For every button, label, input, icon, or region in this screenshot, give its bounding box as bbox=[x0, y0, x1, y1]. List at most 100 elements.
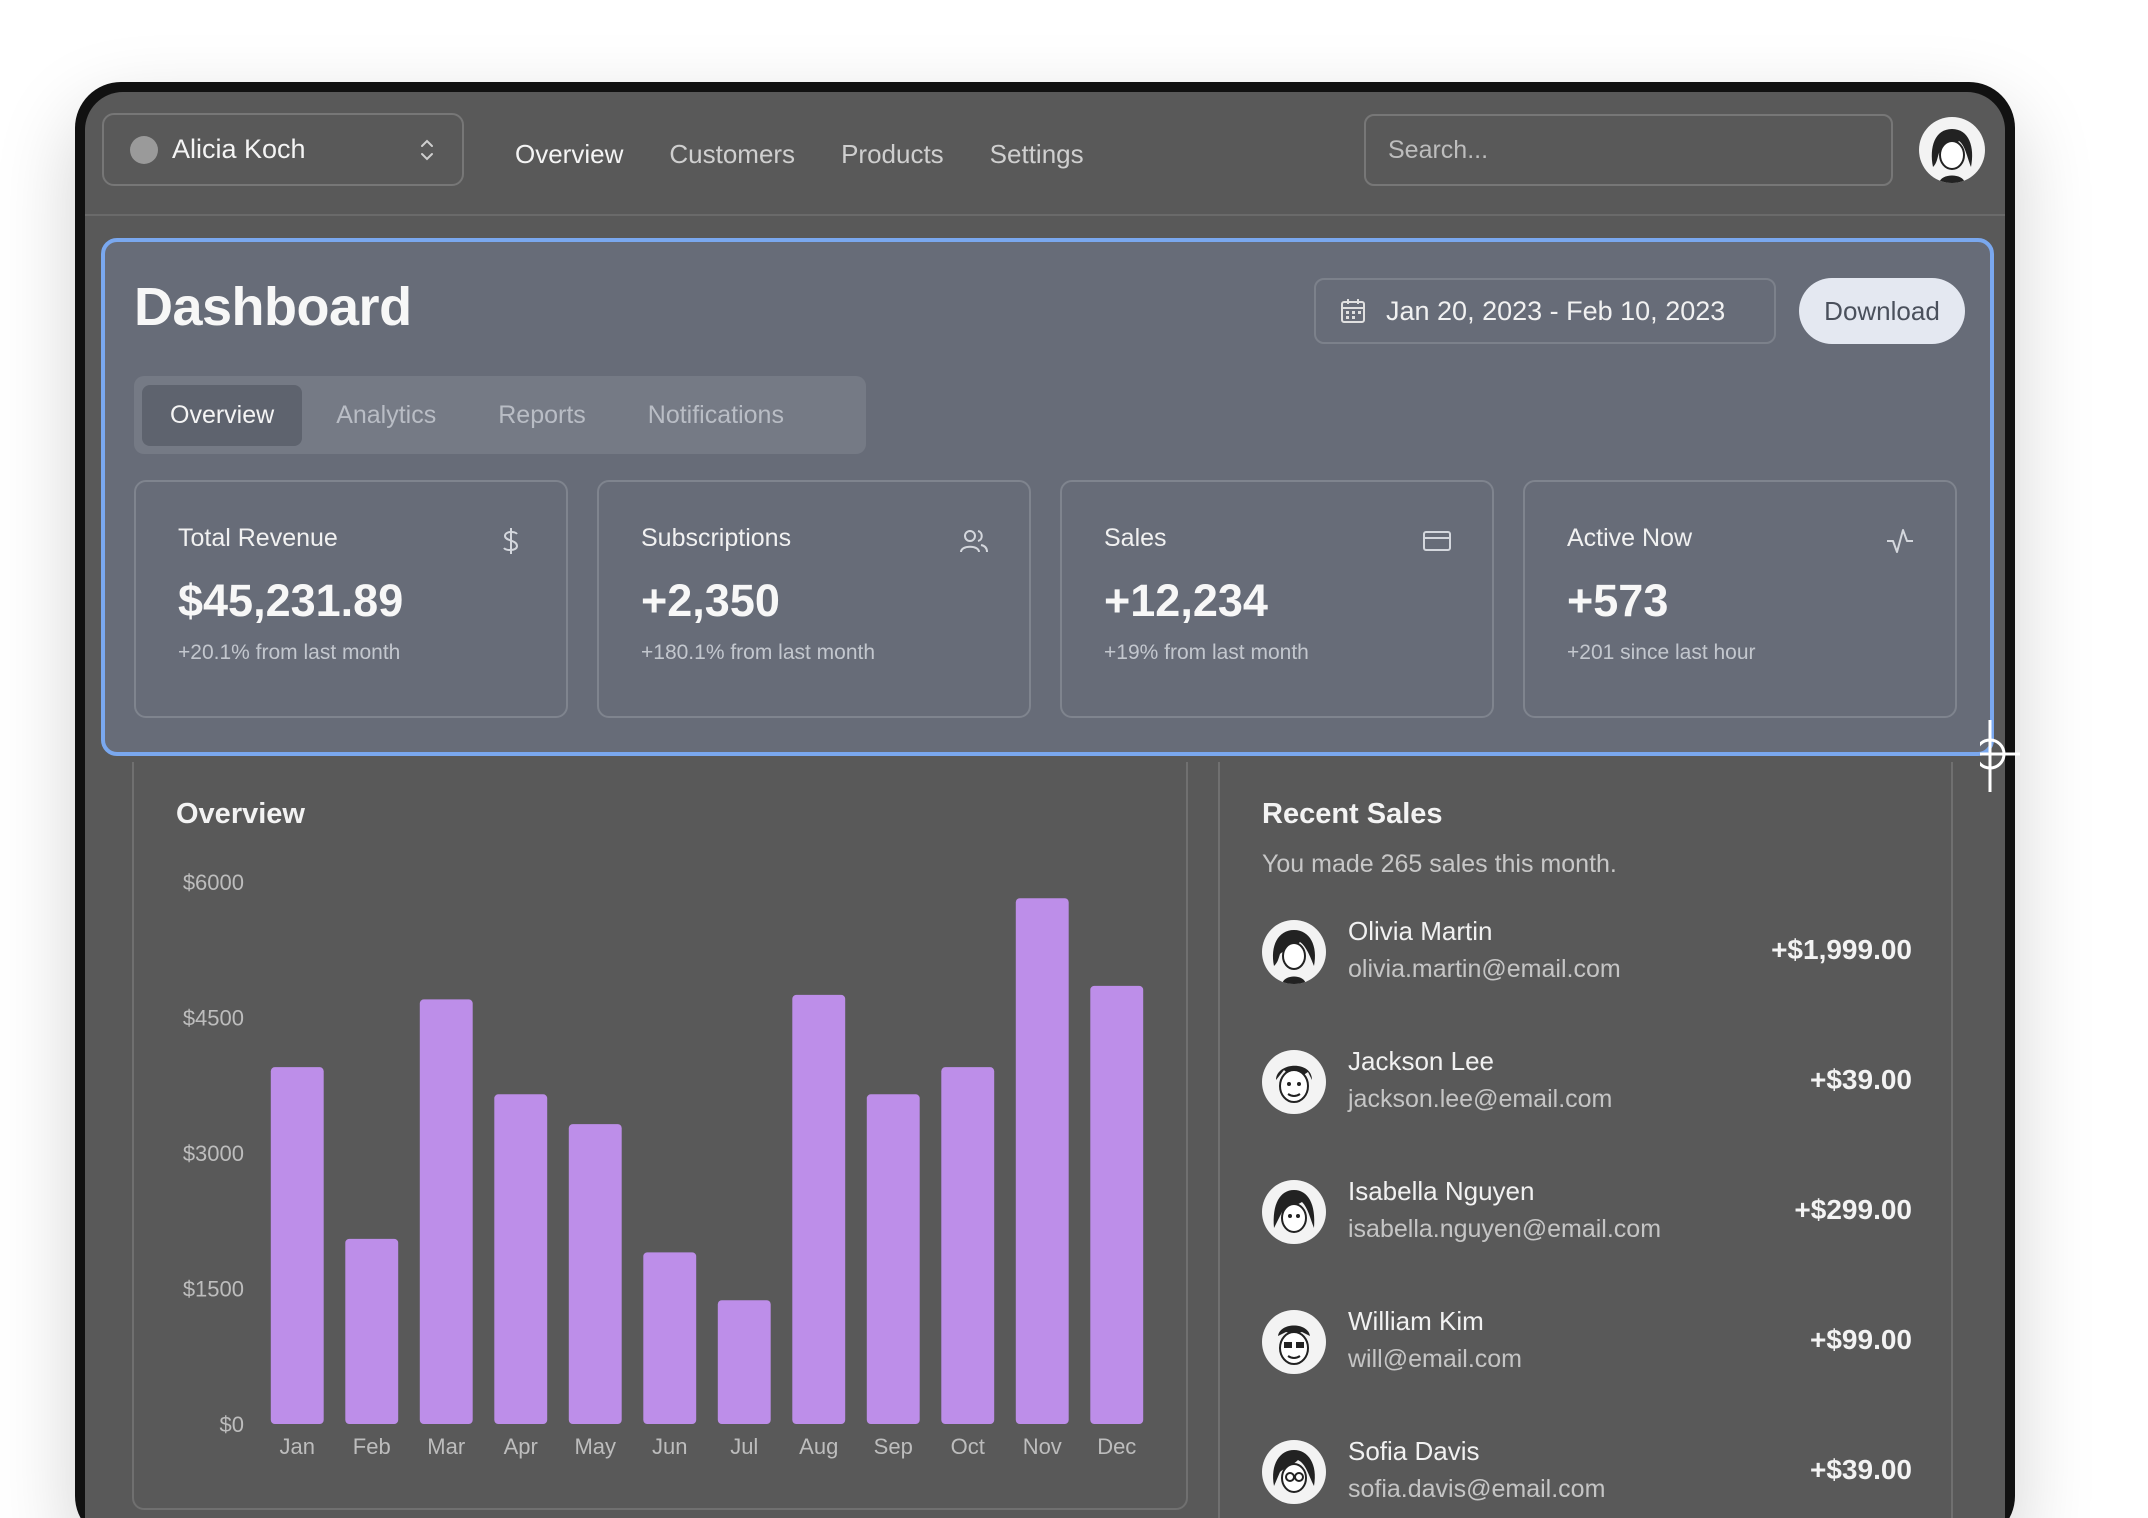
overview-bar-chart: $0 $1500 $3000 $4500 $6000 Jan Feb Mar Apr May Jun… bbox=[183, 870, 1144, 1459]
recent-sales-title: Recent Sales bbox=[1262, 798, 1443, 830]
x-tick-label: Oct bbox=[951, 1434, 985, 1459]
team-name: Alicia Koch bbox=[172, 134, 306, 164]
bar-nov[interactable] bbox=[1015, 898, 1069, 1424]
customer-name: William Kim bbox=[1348, 1306, 1484, 1336]
date-range-text: Jan 20, 2023 - Feb 10, 2023 bbox=[1386, 295, 1726, 326]
tab-analytics[interactable]: Analytics bbox=[336, 400, 437, 429]
stat-card-subscriptions: Subscriptions +2,350 +180.1% from last m… bbox=[597, 480, 1031, 718]
bar-dec[interactable] bbox=[1090, 985, 1144, 1424]
bar-jan[interactable] bbox=[270, 1067, 324, 1424]
customer-name: Sofia Davis bbox=[1348, 1436, 1480, 1466]
sale-amount: +$299.00 bbox=[1794, 1194, 1912, 1225]
customer-email: isabella.nguyen@email.com bbox=[1348, 1215, 1662, 1243]
stat-value: +12,234 bbox=[1104, 575, 1268, 626]
avatar-icon bbox=[1273, 1450, 1315, 1493]
stat-value: +573 bbox=[1567, 575, 1669, 626]
customer-avatar bbox=[1262, 920, 1326, 984]
stat-value: +2,350 bbox=[641, 575, 780, 626]
customer-email: will@email.com bbox=[1348, 1345, 1523, 1373]
stat-label: Subscriptions bbox=[641, 524, 792, 552]
tab-reports[interactable]: Reports bbox=[498, 400, 586, 429]
y-tick-label: $6000 bbox=[183, 870, 244, 895]
stat-subtext: +180.1% from last month bbox=[641, 641, 876, 664]
dollar-icon bbox=[503, 528, 519, 554]
avatar-icon bbox=[1278, 1325, 1310, 1365]
nav-customers[interactable]: Customers bbox=[669, 138, 796, 169]
x-tick-label: Dec bbox=[1097, 1434, 1136, 1459]
main-nav: Overview Customers Products Settings bbox=[515, 92, 1084, 216]
bar-aug[interactable] bbox=[792, 994, 846, 1424]
overview-chart-card: Overview $0 $1500 $3000 $4500 $6000 Jan Feb Mar… bbox=[132, 762, 1188, 1510]
stat-label: Active Now bbox=[1567, 524, 1693, 552]
app-screen: Alicia Koch Overview Customers Products … bbox=[85, 92, 2005, 1518]
device-frame: Alicia Koch Overview Customers Products … bbox=[75, 82, 2015, 1518]
x-tick-label: Aug bbox=[799, 1434, 838, 1459]
list-item[interactable]: Isabella Nguyen isabella.nguyen@email.com… bbox=[1262, 1176, 1912, 1248]
sale-amount: +$99.00 bbox=[1810, 1324, 1912, 1355]
list-item[interactable]: Olivia Martin olivia.martin@email.com +$1,… bbox=[1262, 916, 1912, 988]
customer-avatar bbox=[1262, 1180, 1326, 1244]
bar-oct[interactable] bbox=[941, 1067, 995, 1424]
stat-value: $45,231.89 bbox=[178, 575, 404, 626]
bar-sep[interactable] bbox=[866, 1094, 920, 1424]
nav-overview[interactable]: Overview bbox=[515, 138, 624, 169]
stat-card-sales: Sales +12,234 +19% from last month bbox=[1060, 480, 1494, 718]
crosshair-cursor-icon bbox=[1980, 720, 2020, 792]
date-range-picker[interactable]: Jan 20, 2023 - Feb 10, 2023 bbox=[1314, 278, 1776, 344]
customer-email: olivia.martin@email.com bbox=[1348, 955, 1621, 983]
avatar-icon bbox=[1276, 1065, 1312, 1103]
calendar-icon bbox=[1341, 299, 1365, 323]
y-tick-label: $4500 bbox=[183, 1006, 244, 1031]
stat-card-active-now: Active Now +573 +201 since last hour bbox=[1523, 480, 1957, 718]
download-button[interactable]: Download bbox=[1799, 278, 1965, 344]
top-bar: Alicia Koch Overview Customers Products … bbox=[85, 92, 2005, 216]
customer-email: sofia.davis@email.com bbox=[1348, 1475, 1606, 1503]
list-item[interactable]: Sofia Davis sofia.davis@email.com +$39.00 bbox=[1262, 1436, 1912, 1508]
dashboard-tabs: Overview Analytics Reports Notifications bbox=[134, 376, 866, 454]
customer-avatar bbox=[1262, 1050, 1326, 1114]
x-tick-label: Sep bbox=[874, 1434, 913, 1459]
sale-amount: +$39.00 bbox=[1810, 1454, 1912, 1485]
nav-products[interactable]: Products bbox=[841, 138, 944, 169]
user-avatar-icon bbox=[1931, 129, 1973, 183]
stat-subtext: +19% from last month bbox=[1104, 641, 1309, 664]
x-tick-label: Feb bbox=[353, 1434, 391, 1459]
stat-subtext: +201 since last hour bbox=[1567, 641, 1756, 664]
customer-avatar bbox=[1262, 1310, 1326, 1374]
x-tick-label: Apr bbox=[504, 1434, 538, 1459]
stat-subtext: +20.1% from last month bbox=[178, 641, 401, 664]
y-tick-label: $1500 bbox=[183, 1277, 244, 1302]
list-item[interactable]: Jackson Lee jackson.lee@email.com +$39.00 bbox=[1262, 1046, 1912, 1118]
avatar-icon bbox=[1272, 930, 1316, 984]
x-tick-label: Jul bbox=[730, 1434, 758, 1459]
customer-name: Isabella Nguyen bbox=[1348, 1176, 1535, 1206]
x-tick-label: Jun bbox=[652, 1434, 687, 1459]
user-avatar[interactable] bbox=[1919, 117, 1985, 183]
bar-jun[interactable] bbox=[643, 1252, 697, 1424]
sale-amount: +$39.00 bbox=[1810, 1064, 1912, 1095]
stat-card-total-revenue: Total Revenue $45,231.89 +20.1% from las… bbox=[134, 480, 568, 718]
y-tick-label: $0 bbox=[220, 1412, 244, 1437]
recent-sales-subtitle: You made 265 sales this month. bbox=[1262, 850, 1617, 878]
x-tick-label: Jan bbox=[280, 1434, 315, 1459]
x-tick-label: Nov bbox=[1023, 1434, 1062, 1459]
bar-feb[interactable] bbox=[345, 1238, 399, 1424]
bar-jul[interactable] bbox=[717, 1300, 771, 1424]
x-tick-label: May bbox=[574, 1434, 616, 1459]
list-item[interactable]: William Kim will@email.com +$99.00 bbox=[1262, 1306, 1912, 1378]
search-input[interactable] bbox=[1364, 114, 1893, 186]
dashboard-header-panel: Dashboard Jan 20, 2023 - Feb 10, 2023 Do… bbox=[101, 238, 1994, 756]
page-title: Dashboard bbox=[134, 277, 412, 337]
bar-apr[interactable] bbox=[494, 1094, 548, 1424]
bar-may[interactable] bbox=[568, 1124, 622, 1424]
tab-notifications[interactable]: Notifications bbox=[647, 400, 784, 429]
stat-label: Total Revenue bbox=[178, 524, 338, 552]
bar-mar[interactable] bbox=[419, 999, 473, 1424]
activity-icon bbox=[1887, 529, 1913, 553]
nav-settings[interactable]: Settings bbox=[989, 138, 1084, 169]
team-switcher[interactable]: Alicia Koch bbox=[102, 113, 464, 186]
tab-overview[interactable]: Overview bbox=[142, 384, 303, 446]
customer-name: Jackson Lee bbox=[1348, 1046, 1494, 1076]
sale-amount: +$1,999.00 bbox=[1771, 934, 1912, 965]
customer-avatar bbox=[1262, 1440, 1326, 1504]
